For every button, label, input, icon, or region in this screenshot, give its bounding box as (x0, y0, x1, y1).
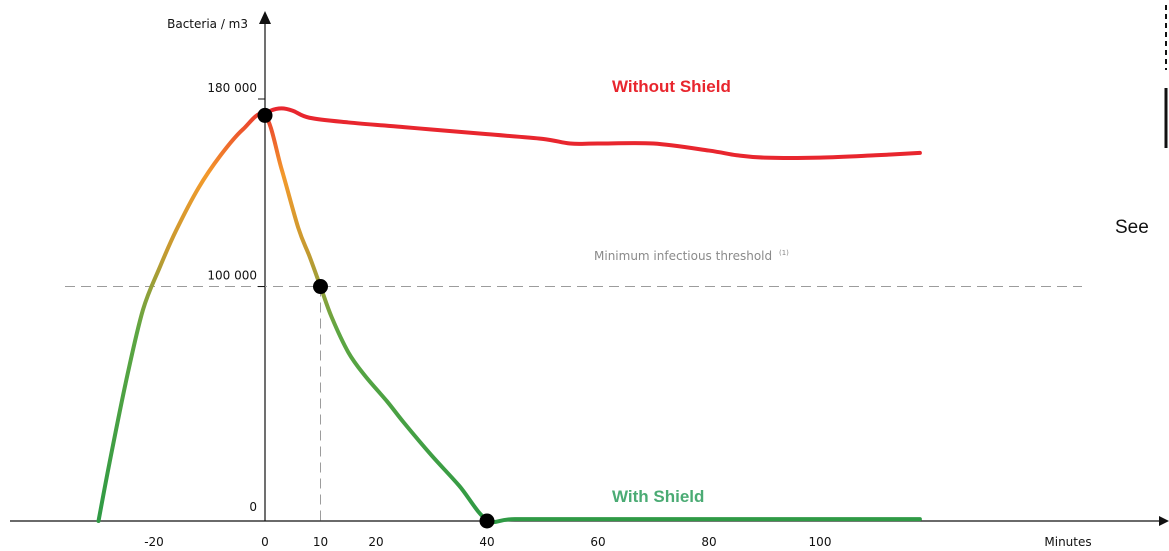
threshold-label: Minimum infectious threshold (1) (594, 249, 789, 263)
marker-point-1 (257, 107, 273, 123)
x-tick-label: 40 (479, 535, 494, 549)
side-note-text: See (1115, 217, 1149, 238)
marker-point-3 (479, 513, 495, 529)
y-tick-label: 100 000 (207, 269, 257, 283)
x-tick-label: 100 (809, 535, 832, 549)
threshold-footnote: (1) (779, 249, 789, 257)
tick-group: -20 0 10 20 40 60 80 100 0 100 000 180 000 (144, 81, 831, 549)
with-shield-line (96, 111, 922, 525)
without-shield-label: Without Shield (612, 77, 731, 96)
x-tick-label: 80 (701, 535, 716, 549)
x-tick-label: -20 (144, 535, 164, 549)
x-axis-label: Minutes (1044, 535, 1091, 549)
y-tick-label: 180 000 (207, 81, 257, 95)
x-tick-label: 0 (261, 535, 269, 549)
y-axis-arrow (259, 11, 271, 24)
y-tick-label: 0 (249, 500, 257, 514)
threshold-label-text: Minimum infectious threshold (594, 249, 772, 263)
marker-point-2 (313, 279, 328, 295)
x-tick-label: 20 (368, 535, 383, 549)
x-axis-arrow (1159, 516, 1169, 526)
x-tick-label: 60 (590, 535, 605, 549)
with-shield-label: With Shield (612, 487, 704, 506)
x-tick-label: 10 (313, 535, 328, 549)
series-group (96, 106, 922, 525)
y-axis-label: Bacteria / m3 (167, 17, 248, 31)
marker-group (257, 107, 495, 529)
without-shield-line (263, 106, 922, 160)
